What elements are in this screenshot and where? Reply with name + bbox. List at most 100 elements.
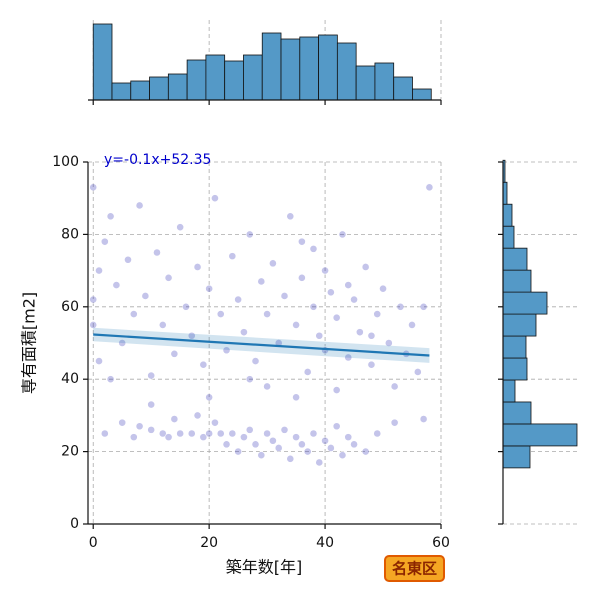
histogram-bar — [502, 225, 515, 249]
scatter-point — [193, 263, 202, 271]
scatter-point — [147, 400, 156, 409]
scatter-point — [390, 382, 399, 391]
scatter-point — [303, 447, 312, 456]
histogram-bar — [502, 357, 528, 381]
scatter-point — [292, 320, 300, 329]
scatter-point — [199, 360, 208, 369]
scatter-point — [269, 259, 277, 268]
histogram-bar — [224, 60, 244, 101]
scatter-point — [419, 415, 428, 423]
scatter-point — [413, 368, 422, 376]
scatter-point — [187, 331, 196, 340]
scatter-point — [182, 302, 190, 311]
scatter-point — [158, 320, 167, 329]
scatter-point — [338, 230, 347, 239]
x-tick-label: 60 — [432, 535, 450, 551]
scatter-point — [315, 331, 324, 340]
scatter-point — [216, 310, 225, 318]
badge-box — [384, 555, 445, 582]
scatter-point — [344, 281, 353, 289]
histogram-bar — [502, 203, 513, 227]
scatter-point — [309, 429, 318, 438]
histogram-bar — [92, 23, 113, 101]
histogram-bar — [393, 76, 413, 101]
histogram-bar — [299, 36, 319, 101]
scatter-point — [147, 371, 156, 380]
scatter-point — [297, 273, 306, 282]
scatter-point — [158, 429, 167, 438]
scatter-point — [344, 433, 353, 442]
scatter-point — [396, 302, 405, 311]
badge: 名東区 — [392, 560, 437, 578]
y-tick-label: 40 — [61, 371, 79, 387]
scatter-point — [129, 310, 138, 318]
scatter-point — [280, 425, 289, 434]
scatter-point — [321, 436, 329, 445]
scatter-point — [408, 320, 416, 329]
histogram-bar — [336, 42, 357, 101]
y-tick-label: 0 — [70, 516, 79, 532]
scatter-point — [89, 295, 98, 304]
scatter-point — [240, 433, 248, 442]
y-tick-label: 60 — [61, 299, 79, 315]
scatter-point — [419, 302, 428, 311]
scatter-point — [234, 295, 243, 304]
scatter-point — [164, 433, 173, 442]
scatter-point — [100, 237, 109, 246]
scatter-point — [245, 230, 254, 239]
scatter-point — [176, 223, 185, 232]
histogram-bar — [502, 445, 531, 469]
scatter-point — [222, 440, 231, 449]
scatter-point — [309, 244, 318, 253]
scatter-point — [205, 429, 214, 438]
histogram-bar — [167, 73, 188, 101]
histogram-bar — [502, 313, 537, 337]
y-axis-label: 専有面積[m2] — [20, 292, 39, 394]
scatter-point — [425, 183, 434, 192]
scatter-point — [379, 284, 387, 293]
scatter-point — [280, 292, 289, 300]
scatter-point — [286, 454, 295, 463]
scatter-point — [384, 339, 393, 347]
scatter-point — [274, 444, 283, 452]
histogram-bar — [355, 65, 376, 101]
scatter-point — [332, 313, 341, 322]
histogram-bar — [261, 32, 282, 101]
scatter-point — [269, 436, 277, 445]
scatter-point — [211, 194, 219, 203]
scatter-point — [245, 425, 254, 434]
histogram-bar — [502, 247, 528, 271]
histogram-bar — [186, 59, 207, 101]
scatter-point — [263, 382, 272, 391]
histogram-bar — [130, 80, 150, 101]
scatter-point — [326, 444, 335, 452]
scatter-point — [303, 368, 312, 376]
scatter-point — [205, 284, 214, 293]
scatter-point — [240, 328, 248, 337]
scatter-point — [135, 422, 144, 431]
scatter-point — [176, 429, 185, 438]
scatter-point — [141, 292, 150, 300]
scatter-point — [199, 433, 208, 442]
scatter-point — [106, 375, 115, 384]
scatter-point — [187, 429, 196, 438]
histogram-bar — [280, 38, 301, 101]
histogram-bar — [502, 423, 578, 447]
histogram-bar — [502, 269, 532, 293]
scatter-point — [251, 440, 260, 449]
scatter-point — [338, 451, 347, 460]
scatter-point — [153, 248, 161, 257]
scatter-point — [89, 320, 98, 329]
x-axis-label: 築年数[年] — [226, 558, 303, 577]
scatter-point — [118, 418, 127, 427]
scatter-point — [170, 349, 179, 358]
scatter-point — [297, 440, 306, 449]
scatter-point — [309, 302, 318, 311]
scatter-point — [245, 375, 254, 384]
x-tick-label: 0 — [89, 535, 98, 551]
scatter-point — [355, 328, 364, 337]
scatter-point — [228, 252, 237, 261]
regression-line — [93, 333, 430, 357]
scatter-point — [216, 429, 225, 438]
